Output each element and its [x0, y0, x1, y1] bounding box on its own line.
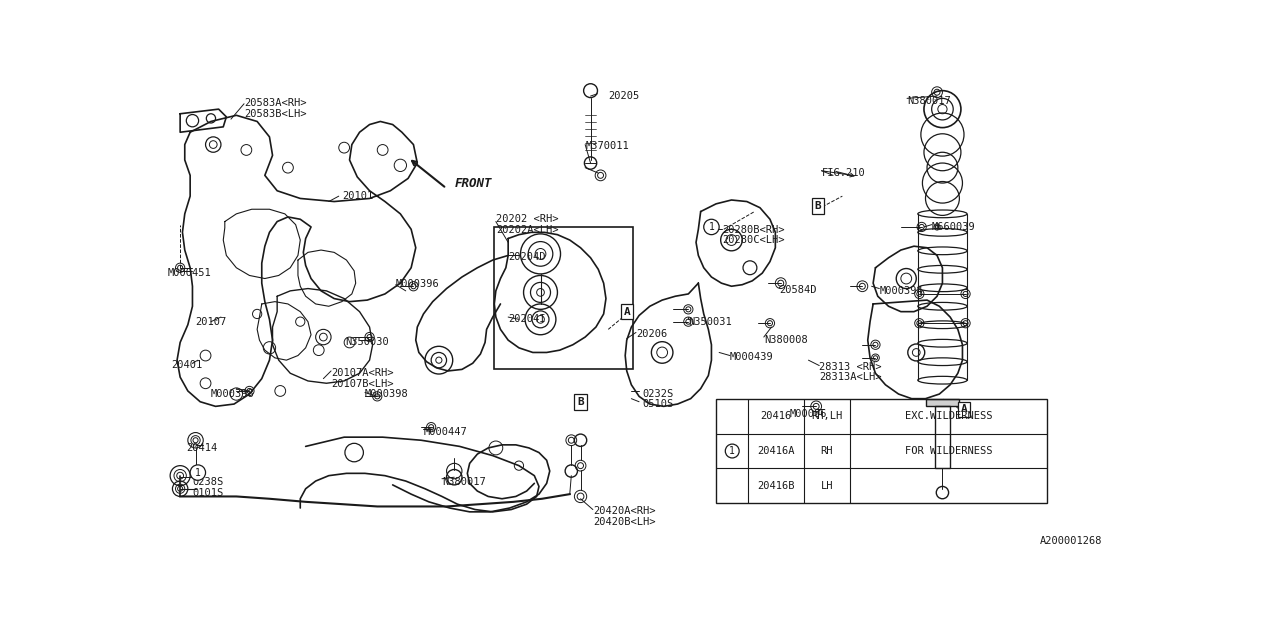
Text: 1: 1	[709, 222, 714, 232]
Text: B: B	[814, 201, 820, 211]
Text: N380008: N380008	[764, 335, 808, 345]
Text: M000451: M000451	[168, 268, 211, 278]
Text: 20107B<LH>: 20107B<LH>	[332, 379, 393, 388]
Text: 20583B<LH>: 20583B<LH>	[244, 109, 306, 119]
Circle shape	[726, 444, 739, 458]
Text: 20204D: 20204D	[508, 252, 545, 262]
Text: 0101S: 0101S	[192, 488, 224, 498]
Text: 1: 1	[730, 446, 735, 456]
Text: 20204I: 20204I	[508, 314, 545, 324]
Circle shape	[191, 465, 206, 480]
Text: 20583A<RH>: 20583A<RH>	[244, 99, 306, 108]
Text: 28313A<LH>: 28313A<LH>	[819, 372, 882, 383]
Text: 20206: 20206	[636, 330, 667, 339]
Text: A200001268: A200001268	[1039, 536, 1102, 546]
Circle shape	[704, 220, 719, 235]
Text: 20202A<LH>: 20202A<LH>	[495, 225, 558, 235]
Text: N380017: N380017	[908, 96, 951, 106]
Text: 0232S: 0232S	[643, 388, 673, 399]
Text: M660039: M660039	[932, 221, 975, 232]
Text: 20101: 20101	[342, 191, 372, 201]
Text: 20414: 20414	[187, 444, 218, 453]
Text: 20107: 20107	[196, 317, 227, 327]
Text: 1: 1	[195, 468, 201, 477]
Text: RH,LH: RH,LH	[812, 411, 842, 421]
Bar	[934, 406, 950, 468]
Text: RH: RH	[820, 446, 833, 456]
Bar	[925, 399, 960, 406]
Text: N380017: N380017	[442, 477, 485, 487]
Text: M000439: M000439	[730, 353, 773, 362]
Text: 20416A: 20416A	[758, 446, 795, 456]
Text: 28313 <RH>: 28313 <RH>	[819, 362, 882, 372]
Text: 20107A<RH>: 20107A<RH>	[332, 368, 393, 378]
Text: 20416: 20416	[760, 411, 792, 421]
Text: B: B	[577, 397, 584, 407]
Text: A: A	[960, 404, 968, 415]
Text: M000398: M000398	[211, 388, 255, 399]
Text: 0510S: 0510S	[643, 399, 673, 410]
Text: LH: LH	[820, 481, 833, 491]
Text: N350030: N350030	[344, 337, 389, 347]
Text: 20420B<LH>: 20420B<LH>	[593, 517, 655, 527]
Text: 20205: 20205	[608, 91, 640, 100]
Text: M370011: M370011	[585, 141, 628, 152]
Text: 20401: 20401	[172, 360, 202, 370]
Text: 20280C<LH>: 20280C<LH>	[722, 236, 785, 245]
Text: FOR WILDERNESS: FOR WILDERNESS	[905, 446, 992, 456]
Text: M000394: M000394	[879, 286, 923, 296]
Text: M000396: M000396	[396, 279, 439, 289]
Text: FIG.210: FIG.210	[822, 168, 865, 178]
Text: M00006: M00006	[790, 410, 827, 419]
Text: FRONT: FRONT	[454, 177, 492, 190]
Text: M000398: M000398	[365, 388, 408, 399]
Text: 20202 <RH>: 20202 <RH>	[495, 214, 558, 224]
Text: 20584D: 20584D	[780, 285, 817, 294]
Text: 20416B: 20416B	[758, 481, 795, 491]
Text: 20280B<RH>: 20280B<RH>	[722, 225, 785, 235]
Text: EXC.WILDERNESS: EXC.WILDERNESS	[905, 411, 992, 421]
Text: 0238S: 0238S	[192, 477, 224, 487]
Text: 20420A<RH>: 20420A<RH>	[593, 506, 655, 516]
Text: A: A	[623, 307, 630, 317]
Bar	[494, 227, 632, 369]
Text: M000447: M000447	[424, 427, 467, 437]
Bar	[716, 399, 1047, 504]
Text: N350031: N350031	[689, 317, 732, 327]
